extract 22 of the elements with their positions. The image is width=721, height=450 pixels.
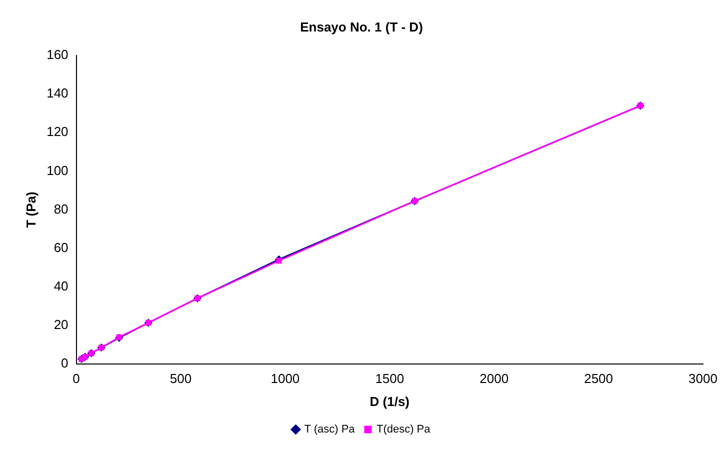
y-tick-label: 40 bbox=[54, 278, 68, 294]
legend-label: T (asc) Pa bbox=[304, 424, 356, 436]
x-tick-label: 500 bbox=[170, 371, 192, 386]
y-tick-label: 60 bbox=[54, 240, 68, 255]
x-tick-label: 2500 bbox=[584, 371, 614, 386]
y-tick-label: 120 bbox=[46, 124, 68, 140]
y-tick-label: 160 bbox=[46, 47, 68, 62]
x-tick-label: 0 bbox=[72, 371, 80, 386]
x-axis-title: D (1/s) bbox=[370, 394, 410, 409]
x-tick-label: 1500 bbox=[375, 371, 404, 386]
y-tick-label: 0 bbox=[61, 355, 68, 370]
chart-title: Ensayo No. 1 (T - D) bbox=[300, 19, 423, 34]
x-tick-label: 1000 bbox=[270, 371, 300, 386]
y-tick-label: 80 bbox=[54, 201, 68, 216]
point bbox=[276, 258, 282, 264]
y-tick-label: 20 bbox=[54, 316, 68, 332]
legend-label: T(desc) Pa bbox=[376, 424, 432, 436]
y-tick-label: 140 bbox=[46, 86, 68, 101]
y-axis-title: T (Pa) bbox=[23, 192, 38, 228]
y-tick-label: 100 bbox=[46, 162, 68, 178]
x-tick-label: 2000 bbox=[480, 371, 509, 386]
x-tick-label: 3000 bbox=[688, 371, 718, 386]
